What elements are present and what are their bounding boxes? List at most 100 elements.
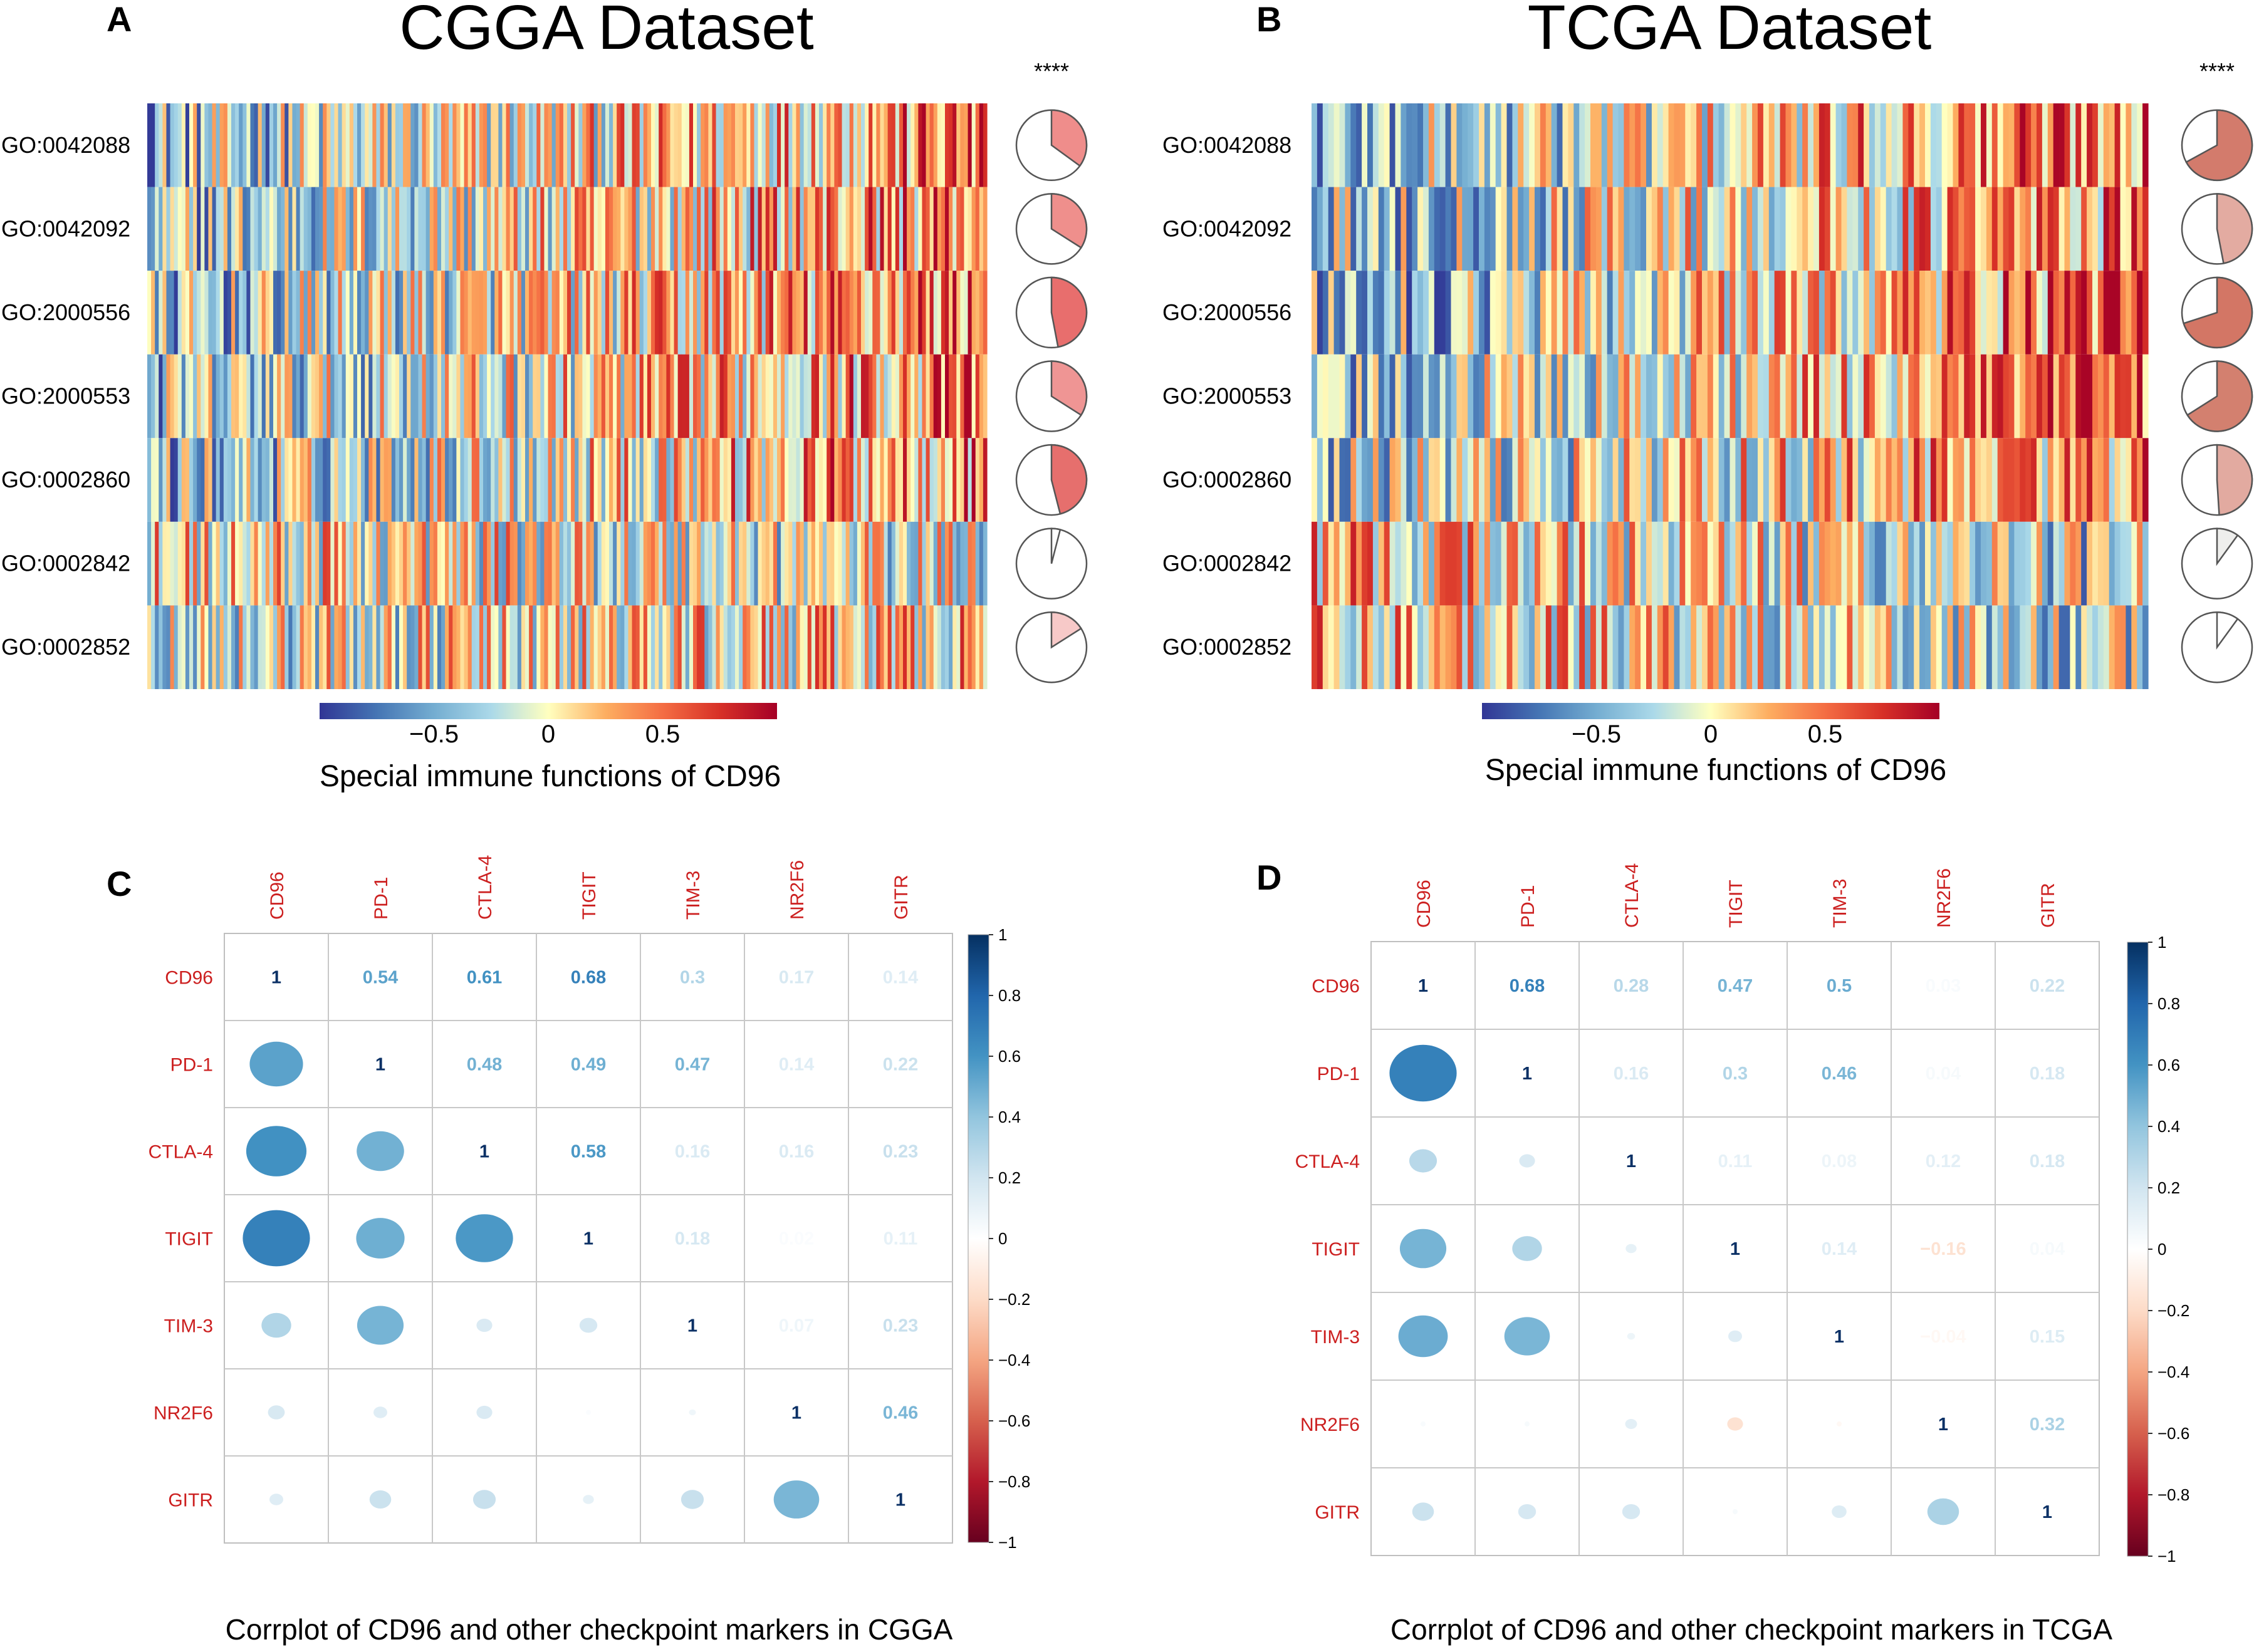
heatmap-cell xyxy=(1484,103,1491,187)
heatmap-cell xyxy=(1601,187,1608,271)
heatmap-cell xyxy=(701,521,705,606)
heatmap-cell xyxy=(666,605,671,689)
heatmap-cell xyxy=(1891,187,1898,271)
heatmap-cell xyxy=(258,354,263,439)
heatmap-cell xyxy=(1713,103,1719,187)
heatmap-cell xyxy=(1641,354,1647,439)
heatmap-cell xyxy=(1668,103,1675,187)
heatmap-cell xyxy=(861,103,865,187)
heatmap-cell xyxy=(639,438,644,522)
heatmap-cell xyxy=(2014,521,2020,606)
corr-value-label: 0.58 xyxy=(571,1142,606,1162)
heatmap-cell xyxy=(2137,354,2143,439)
heatmap-cell xyxy=(292,271,297,355)
heatmap-cell xyxy=(1702,438,1708,522)
heatmap-cell xyxy=(578,521,583,606)
heatmap-cell xyxy=(1406,438,1412,522)
heatmap-cell xyxy=(1445,605,1452,689)
heatmap-cell xyxy=(1891,521,1898,606)
corr-value-label: 0.3 xyxy=(680,968,705,988)
heatmap-cell xyxy=(1707,187,1714,271)
heatmap-cell xyxy=(655,521,659,606)
heatmap-cell xyxy=(1641,605,1647,689)
heatmap-cell xyxy=(647,187,652,271)
heatmap-cell xyxy=(1936,103,1943,187)
heatmap-cell xyxy=(849,438,854,522)
heatmap-cell xyxy=(1506,605,1513,689)
heatmap-cell xyxy=(1914,438,1920,522)
heatmap-cell xyxy=(1662,103,1669,187)
heatmap-cell xyxy=(1557,271,1563,355)
heatmap-cell xyxy=(281,605,285,689)
heatmap-cell xyxy=(1886,271,1892,355)
heatmap-cell xyxy=(571,521,575,606)
heatmap-cell xyxy=(1535,271,1541,355)
corr-row-label: CTLA-4 xyxy=(149,1142,213,1163)
heatmap-cell xyxy=(395,605,400,689)
heatmap-cell xyxy=(509,438,514,522)
heatmap-cell xyxy=(758,521,763,606)
heatmap-cell xyxy=(1501,521,1508,606)
heatmap-cell xyxy=(643,187,648,271)
heatmap-cell xyxy=(533,438,537,522)
heatmap-cell xyxy=(1367,521,1374,606)
heatmap-cell xyxy=(1540,271,1547,355)
panel-label-c: C xyxy=(107,864,132,903)
heatmap-cell xyxy=(1930,354,1937,439)
heatmap-cell xyxy=(1557,438,1563,522)
heatmap-cell xyxy=(1545,354,1552,439)
heatmap-cell xyxy=(1741,438,1747,522)
heatmap-cell xyxy=(506,271,511,355)
heatmap-cell xyxy=(467,605,472,689)
heatmap-cell xyxy=(1612,271,1619,355)
heatmap-cell xyxy=(1774,354,1781,439)
corr-value-label: 0.04 xyxy=(1926,1064,1961,1084)
heatmap-cell xyxy=(383,521,389,606)
heatmap-cell xyxy=(383,103,389,187)
heatmap-cell xyxy=(265,605,270,689)
heatmap-cell xyxy=(1406,354,1412,439)
heatmap-cell xyxy=(517,187,522,271)
corr-row-label: CTLA-4 xyxy=(1295,1151,1360,1172)
heatmap-cell xyxy=(624,271,629,355)
heatmap-cell xyxy=(1752,271,1758,355)
heatmap-cell xyxy=(2092,605,2099,689)
heatmap-cell xyxy=(410,354,415,439)
heatmap-cell xyxy=(1434,605,1441,689)
heatmap-cell xyxy=(513,103,518,187)
heatmap-cell xyxy=(1964,103,1970,187)
heatmap-cell xyxy=(296,438,301,522)
heatmap-cell xyxy=(758,354,763,439)
heatmap-cell xyxy=(1841,354,1847,439)
heatmap-cell xyxy=(723,354,728,439)
heatmap-cell xyxy=(1981,438,1987,522)
heatmap-cell xyxy=(414,354,419,439)
heatmap-cell xyxy=(1333,103,1340,187)
heatmap-cell xyxy=(1941,103,1948,187)
heatmap-cell xyxy=(162,103,167,187)
heatmap-cell xyxy=(571,354,575,439)
heatmap-cell xyxy=(2003,103,2010,187)
heatmap-cell xyxy=(1590,438,1597,522)
heatmap-cell xyxy=(1685,438,1691,522)
heatmap-cell xyxy=(827,187,831,271)
heatmap-cell xyxy=(1997,103,2004,187)
heatmap-cell xyxy=(2037,103,2043,187)
heatmap-cell xyxy=(1841,103,1847,187)
heatmap-cell xyxy=(292,354,297,439)
heatmap-cell xyxy=(254,438,259,522)
heatmap-cell xyxy=(712,103,717,187)
corr-ellipse xyxy=(357,1306,404,1345)
heatmap-cell xyxy=(258,271,263,355)
heatmap-cell xyxy=(376,354,381,439)
heatmap-cell xyxy=(975,103,980,187)
heatmap-cell xyxy=(342,271,347,355)
heatmap-cell xyxy=(693,438,697,522)
heatmap-cell xyxy=(590,103,595,187)
tcga-heatmap-panel: TCGA Dataset GO:0042088GO:0042092GO:2000… xyxy=(1162,0,2253,787)
heatmap-cell xyxy=(1579,521,1585,606)
corr-ellipse xyxy=(773,1480,820,1519)
heatmap-cell xyxy=(2042,521,2048,606)
heatmap-cell xyxy=(254,103,259,187)
heatmap-cell xyxy=(201,521,205,606)
